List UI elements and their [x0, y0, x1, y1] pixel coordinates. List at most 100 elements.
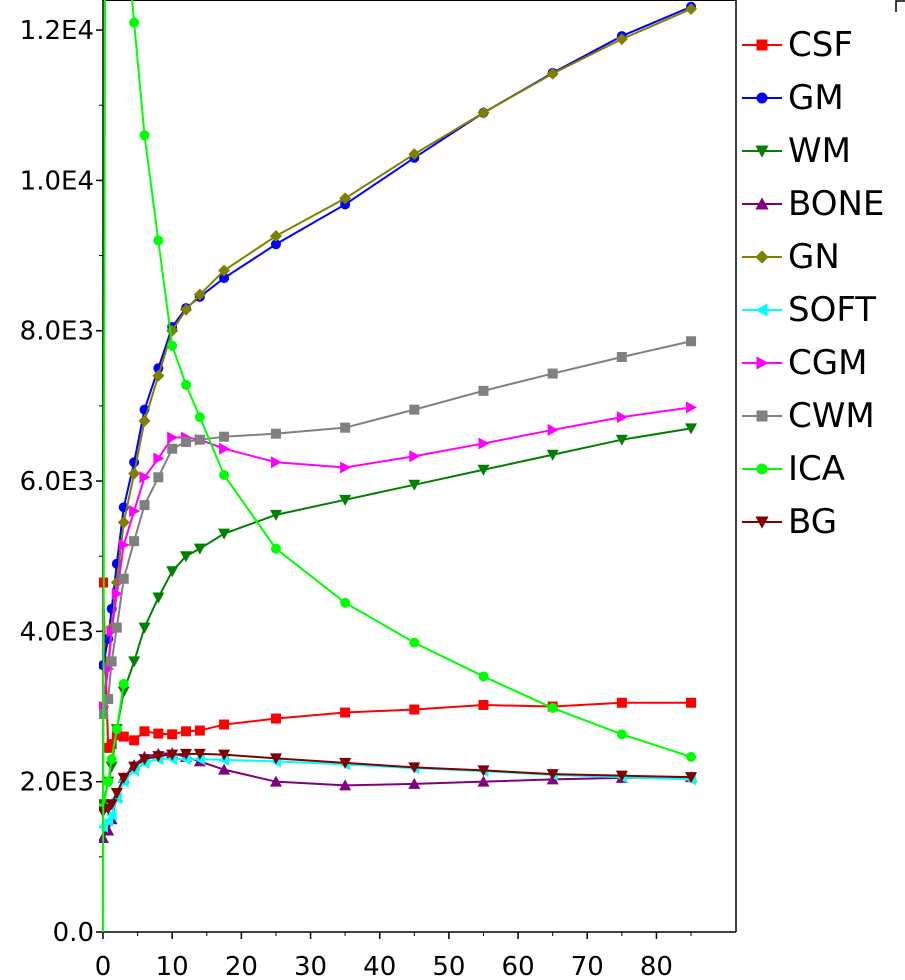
data-point [181, 379, 192, 390]
data-point [106, 656, 117, 667]
legend-item-cgm: CGM [740, 336, 884, 389]
series-line [102, 5, 692, 666]
data-point [546, 67, 559, 80]
data-point [102, 824, 115, 836]
series-line [102, 8, 692, 707]
series-bg [99, 748, 698, 818]
legend-item-bone: BONE [740, 177, 884, 230]
data-point [219, 442, 231, 455]
legend-swatch [742, 302, 782, 317]
data-point [167, 443, 178, 454]
data-point [103, 662, 115, 675]
legend: CSF GM WM BONE GN SOFT CGM CWM ICA BG [740, 18, 884, 548]
series-line [102, 752, 692, 813]
data-point [615, 33, 628, 46]
data-point [478, 700, 489, 711]
data-point [138, 754, 151, 766]
data-point [686, 401, 698, 414]
series-line [102, 758, 692, 828]
legend-marker [755, 145, 769, 158]
data-point [193, 753, 205, 766]
x-tick-label: 50 [432, 952, 465, 980]
data-point [153, 472, 164, 483]
data-point [219, 431, 230, 442]
y-tick-label: 1.2E4 [20, 16, 94, 46]
data-point [129, 735, 140, 746]
data-point [339, 494, 352, 506]
data-point [218, 763, 231, 775]
series-gm [99, 1, 697, 671]
data-point [546, 769, 559, 781]
legend-marker [755, 516, 769, 529]
data-point [153, 452, 165, 465]
data-point [218, 528, 231, 540]
data-point [105, 808, 117, 821]
data-point [409, 637, 420, 648]
data-point [477, 765, 490, 777]
data-point [269, 230, 282, 243]
data-point [409, 704, 420, 715]
data-point [269, 753, 282, 765]
legend-item-gn: GN [740, 230, 884, 283]
data-point [409, 404, 420, 415]
data-point [110, 792, 122, 805]
data-point [139, 130, 150, 141]
data-point [339, 757, 352, 769]
legend-swatch [742, 145, 782, 158]
data-point [219, 470, 230, 481]
data-point [408, 148, 421, 161]
legend-label: GM [788, 77, 844, 118]
y-ticks: 0.0 2.0E3 4.0E3 6.0E3 8.0E3 1.0E4 1.2E4 [20, 16, 103, 948]
data-point [616, 729, 627, 740]
data-point [194, 412, 205, 423]
data-point [106, 739, 117, 750]
data-point [408, 762, 421, 774]
legend-swatch [742, 92, 782, 103]
data-point [117, 772, 130, 784]
y-tick-label: 8.0E3 [20, 317, 94, 347]
data-point [269, 509, 282, 521]
data-point [477, 775, 490, 787]
data-point [686, 336, 697, 347]
legend-item-csf: CSF [740, 18, 884, 71]
data-point [167, 431, 179, 444]
data-point [270, 543, 281, 554]
data-point [340, 707, 351, 718]
legend-marker [755, 302, 768, 317]
data-point [408, 777, 421, 789]
legend-label: BG [788, 501, 838, 542]
data-point [615, 770, 628, 782]
data-point [181, 436, 192, 447]
legend-swatch [742, 249, 782, 264]
data-point [166, 566, 179, 578]
x-tick-label: 70 [571, 952, 604, 980]
data-point [193, 748, 206, 760]
legend-marker [755, 249, 769, 264]
x-tick-label: 80 [640, 952, 673, 980]
data-point [218, 264, 231, 277]
data-point [118, 731, 129, 742]
legend-marker [756, 39, 768, 50]
legend-swatch [742, 463, 782, 474]
legend-swatch [742, 196, 782, 209]
data-point [180, 748, 193, 760]
legend-label: SOFT [788, 289, 877, 330]
legend-marker [756, 463, 768, 474]
data-point [219, 719, 230, 730]
x-ticks: 0 10 20 30 40 50 60 70 80 [95, 932, 692, 980]
legend-label: CWM [788, 395, 875, 436]
data-point [193, 543, 206, 555]
data-point [128, 656, 141, 668]
data-point [685, 423, 698, 435]
data-point [547, 703, 558, 714]
series-line [102, 427, 692, 805]
series-ica [99, 0, 697, 813]
x-tick-label: 10 [156, 952, 189, 980]
data-point [180, 551, 193, 563]
legend-item-wm: WM [740, 124, 884, 177]
data-point [139, 500, 150, 511]
legend-label: BONE [788, 183, 885, 224]
x-tick-label: 30 [294, 952, 327, 980]
data-point [269, 775, 282, 787]
